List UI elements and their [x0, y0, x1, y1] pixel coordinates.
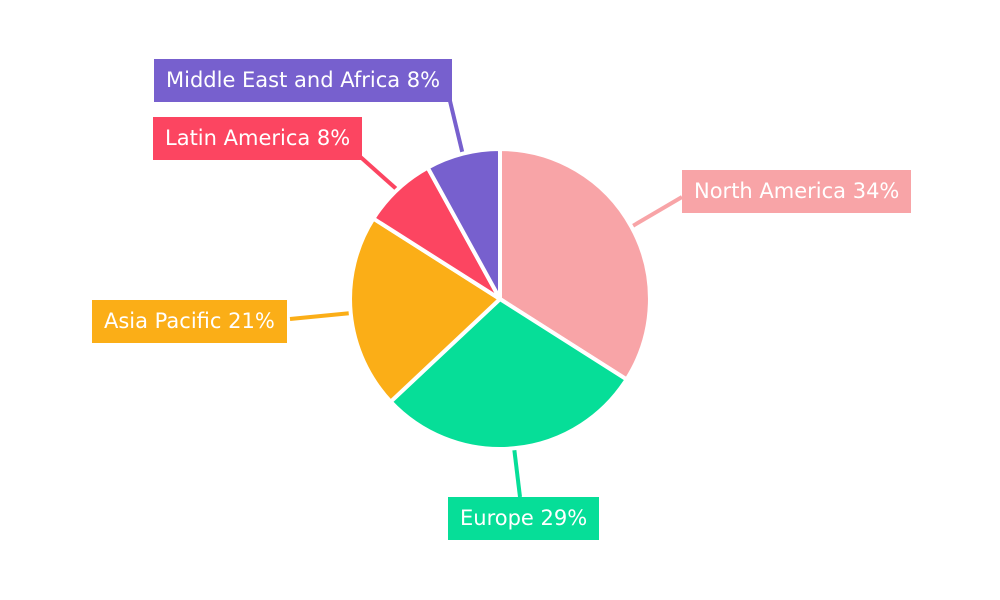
pie-slice-europe — [388, 297, 629, 451]
leader-line-asia-pacific — [289, 311, 352, 321]
pie-slice-middle-east-and-africa — [425, 147, 502, 301]
leader-line-europe — [512, 447, 522, 498]
pie-callout-middle-east-and-africa: Middle East and Africa 8% — [154, 59, 453, 102]
leader-line-north-america — [629, 195, 684, 229]
pie-callout-asia-pacific: Asia Pacific 21% — [92, 300, 287, 343]
leader-line-latin-america — [354, 151, 400, 192]
pie-callout-europe: Europe 29% — [448, 497, 600, 540]
pie-slice-asia-pacific — [348, 216, 502, 404]
pie-callout-north-america: North America 34% — [682, 170, 912, 213]
leader-line-middle-east-and-africa — [448, 100, 465, 156]
pie-callout-latin-america: Latin America 8% — [153, 117, 363, 160]
